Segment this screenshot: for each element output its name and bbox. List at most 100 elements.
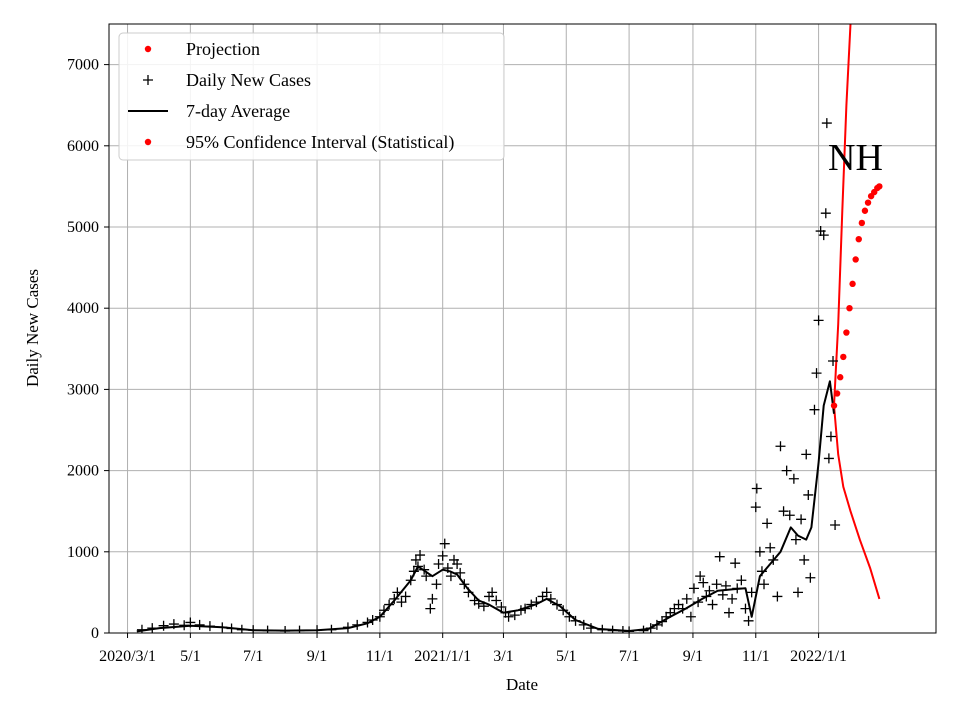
daily-case-marker [685, 611, 696, 622]
daily-case-marker [427, 593, 438, 604]
x-tick-label: 11/1 [742, 648, 770, 665]
x-tick-label: 2020/3/1 [99, 648, 156, 665]
daily-case-marker [695, 571, 706, 582]
daily-case-marker [740, 603, 751, 614]
daily-case-marker [784, 510, 795, 521]
daily-case-marker [830, 520, 841, 531]
daily-case-marker [788, 473, 799, 484]
daily-case-marker [396, 597, 407, 608]
daily-case-marker [415, 550, 426, 561]
x-tick-label: 3/1 [493, 648, 513, 665]
projection-point [855, 235, 862, 243]
daily-case-marker [452, 558, 463, 569]
x-tick-label: 9/1 [683, 648, 703, 665]
ci-upper-line [833, 24, 852, 406]
daily-case-marker [431, 579, 442, 590]
projection-point [837, 374, 844, 381]
plot-frame [108, 23, 937, 634]
seven-day-average-line [136, 380, 835, 633]
y-tick-label: 4000 [67, 300, 99, 317]
daily-case-marker [772, 591, 783, 602]
daily-case-marker [765, 542, 776, 553]
daily-case-marker [820, 208, 831, 219]
projection-point [852, 256, 859, 263]
projection-point [864, 199, 872, 206]
daily-case-marker [751, 483, 762, 494]
x-tick-label: 7/1 [619, 648, 639, 665]
projection-point [840, 353, 847, 361]
legend-box [118, 32, 505, 161]
daily-case-marker [389, 593, 400, 604]
daily-case-marker [433, 558, 444, 569]
daily-case-marker [825, 431, 836, 442]
projection-point [846, 305, 853, 312]
daily-case-marker [759, 579, 770, 590]
daily-case-marker [750, 502, 761, 513]
daily-case-marker [487, 587, 498, 598]
daily-case-marker [730, 558, 741, 569]
daily-case-marker [541, 587, 552, 598]
legend-marker-plus [143, 75, 153, 85]
legend-marker-dot [144, 138, 152, 146]
daily-case-marker [823, 453, 834, 464]
daily-case-marker [698, 577, 709, 588]
daily-case-marker [410, 554, 421, 565]
y-tick-label: 2000 [67, 463, 99, 480]
legend-label: Projection [186, 39, 260, 59]
daily-case-marker [711, 579, 722, 590]
daily-case-marker [762, 518, 773, 529]
x-tick-label: 2021/1/1 [414, 648, 471, 665]
daily-case-marker [727, 593, 738, 604]
legend: Projection Daily New Cases 7-day Average 95… [118, 32, 505, 161]
daily-case-marker [455, 567, 466, 578]
legend-label: Daily New Cases [186, 70, 311, 90]
ci-lower-line [833, 405, 881, 600]
daily-case-marker [400, 591, 411, 602]
daily-case-marker [746, 587, 757, 598]
daily-case-marker [158, 620, 169, 631]
daily-case-marker [809, 404, 820, 415]
projection-point [849, 280, 856, 288]
projection-point [858, 219, 866, 227]
daily-case-marker [818, 230, 829, 241]
daily-case-marker [801, 449, 812, 460]
daily-case-marker [717, 589, 728, 600]
daily-case-marker [707, 599, 718, 610]
y-tick-label: 5000 [67, 219, 99, 236]
y-axis-title: Daily New Cases [23, 269, 42, 387]
annotation-nh: NH [828, 137, 883, 179]
y-tick-label: 7000 [67, 57, 99, 74]
daily-case-marker [821, 118, 832, 129]
x-tick-label: 5/1 [556, 648, 576, 665]
daily-case-marker [811, 368, 822, 379]
daily-case-marker [813, 315, 824, 326]
daily-case-marker [828, 355, 839, 366]
projection-point [861, 207, 869, 214]
daily-case-marker [736, 575, 747, 586]
daily-case-marker [437, 550, 448, 561]
daily-case-marker [805, 572, 816, 583]
daily-case-marker [781, 465, 792, 476]
y-tick-label: 1000 [67, 544, 99, 561]
daily-case-marker [425, 603, 436, 614]
x-tick-label: 5/1 [180, 648, 200, 665]
y-axis: 0 1000 2000 3000 4000 5000 6000 7000 [67, 57, 109, 642]
daily-case-marker [796, 514, 807, 525]
x-tick-label: 11/1 [366, 648, 394, 665]
daily-case-marker [799, 554, 810, 565]
daily-case-marker [723, 607, 734, 618]
projection-point [843, 329, 850, 336]
daily-case-marker [714, 551, 725, 562]
series-layer [136, 24, 883, 633]
x-axis-title: Date [506, 675, 538, 694]
daily-case-marker [537, 591, 548, 602]
daily-case-marker [790, 534, 801, 545]
daily-case-marker [688, 583, 699, 594]
daily-case-marker [384, 599, 395, 610]
x-tick-label: 7/1 [243, 648, 263, 665]
projection-point [830, 402, 838, 409]
daily-case-marker [803, 489, 814, 500]
projection-point [833, 390, 841, 397]
y-tick-label: 3000 [67, 381, 99, 398]
daily-case-marker [792, 587, 803, 598]
